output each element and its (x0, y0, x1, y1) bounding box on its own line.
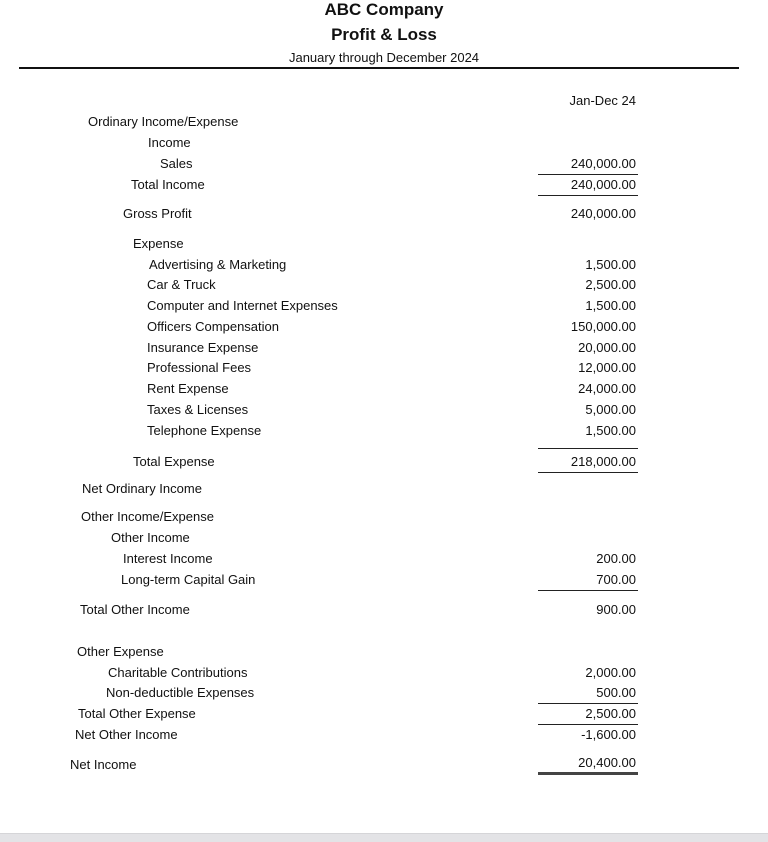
net-ordinary-income-label: Net Ordinary Income (82, 481, 202, 496)
gross-profit-value: 240,000.00 (570, 206, 636, 221)
bottom-scroll-bar (0, 833, 768, 842)
expense-value: 150,000.00 (570, 319, 636, 334)
underline (538, 174, 638, 175)
header-rule (19, 67, 739, 69)
capital-gain-label: Long-term Capital Gain (121, 572, 256, 587)
total-income-value: 240,000.00 (570, 177, 636, 192)
total-other-expense-value: 2,500.00 (585, 706, 636, 721)
net-other-income-value: -1,600.00 (581, 727, 636, 742)
expense-label: Insurance Expense (147, 340, 259, 355)
other-income-heading: Other Income (111, 530, 190, 545)
net-other-income-label: Net Other Income (75, 727, 178, 742)
expense-label: Telephone Expense (147, 423, 262, 438)
expense-value: 12,000.00 (578, 360, 636, 375)
charitable-value: 2,000.00 (585, 665, 636, 680)
double-underline (538, 772, 638, 775)
total-expense-label: Total Expense (133, 454, 215, 469)
expense-value: 5,000.00 (585, 402, 636, 417)
total-expense-value: 218,000.00 (570, 454, 636, 469)
income-heading: Income (148, 135, 191, 150)
expense-label: Car & Truck (147, 277, 216, 292)
expense-label: Officers Compensation (147, 319, 279, 334)
sales-value: 240,000.00 (570, 156, 636, 171)
expense-heading: Expense (133, 236, 184, 251)
interest-income-label: Interest Income (123, 551, 213, 566)
underline (538, 590, 638, 591)
section-ordinary: Ordinary Income/Expense (88, 114, 239, 129)
capital-gain-value: 700.00 (596, 572, 636, 587)
expense-label: Computer and Internet Expenses (147, 298, 338, 313)
net-income-label: Net Income (70, 757, 137, 772)
sales-label: Sales (160, 156, 193, 171)
underline (538, 448, 638, 449)
non-deductible-label: Non-deductible Expenses (106, 685, 255, 700)
underline (538, 724, 638, 725)
report-title: Profit & Loss (331, 25, 437, 44)
expense-value: 1,500.00 (585, 257, 636, 272)
total-other-expense-label: Total Other Expense (78, 706, 196, 721)
expense-value: 1,500.00 (585, 423, 636, 438)
expense-value: 2,500.00 (585, 277, 636, 292)
other-expense-heading: Other Expense (77, 644, 164, 659)
expense-label: Advertising & Marketing (149, 257, 287, 272)
non-deductible-value: 500.00 (596, 685, 636, 700)
expense-value: 24,000.00 (578, 381, 636, 396)
underline (538, 195, 638, 196)
charitable-label: Charitable Contributions (108, 665, 248, 680)
column-header: Jan-Dec 24 (569, 93, 636, 108)
total-other-income-label: Total Other Income (80, 602, 190, 617)
expense-label: Rent Expense (147, 381, 229, 396)
report-period: January through December 2024 (288, 50, 480, 65)
expense-label: Professional Fees (147, 360, 252, 375)
expense-value: 1,500.00 (585, 298, 636, 313)
underline (538, 703, 638, 704)
underline (538, 472, 638, 473)
total-income-label: Total Income (131, 177, 205, 192)
expense-label: Taxes & Licenses (147, 402, 249, 417)
section-other: Other Income/Expense (81, 509, 214, 524)
gross-profit-label: Gross Profit (123, 206, 192, 221)
total-other-income-value: 900.00 (596, 602, 636, 617)
expense-value: 20,000.00 (578, 340, 636, 355)
company-name: ABC Company (324, 0, 444, 19)
net-income-value: 20,400.00 (578, 755, 636, 770)
interest-income-value: 200.00 (596, 551, 636, 566)
